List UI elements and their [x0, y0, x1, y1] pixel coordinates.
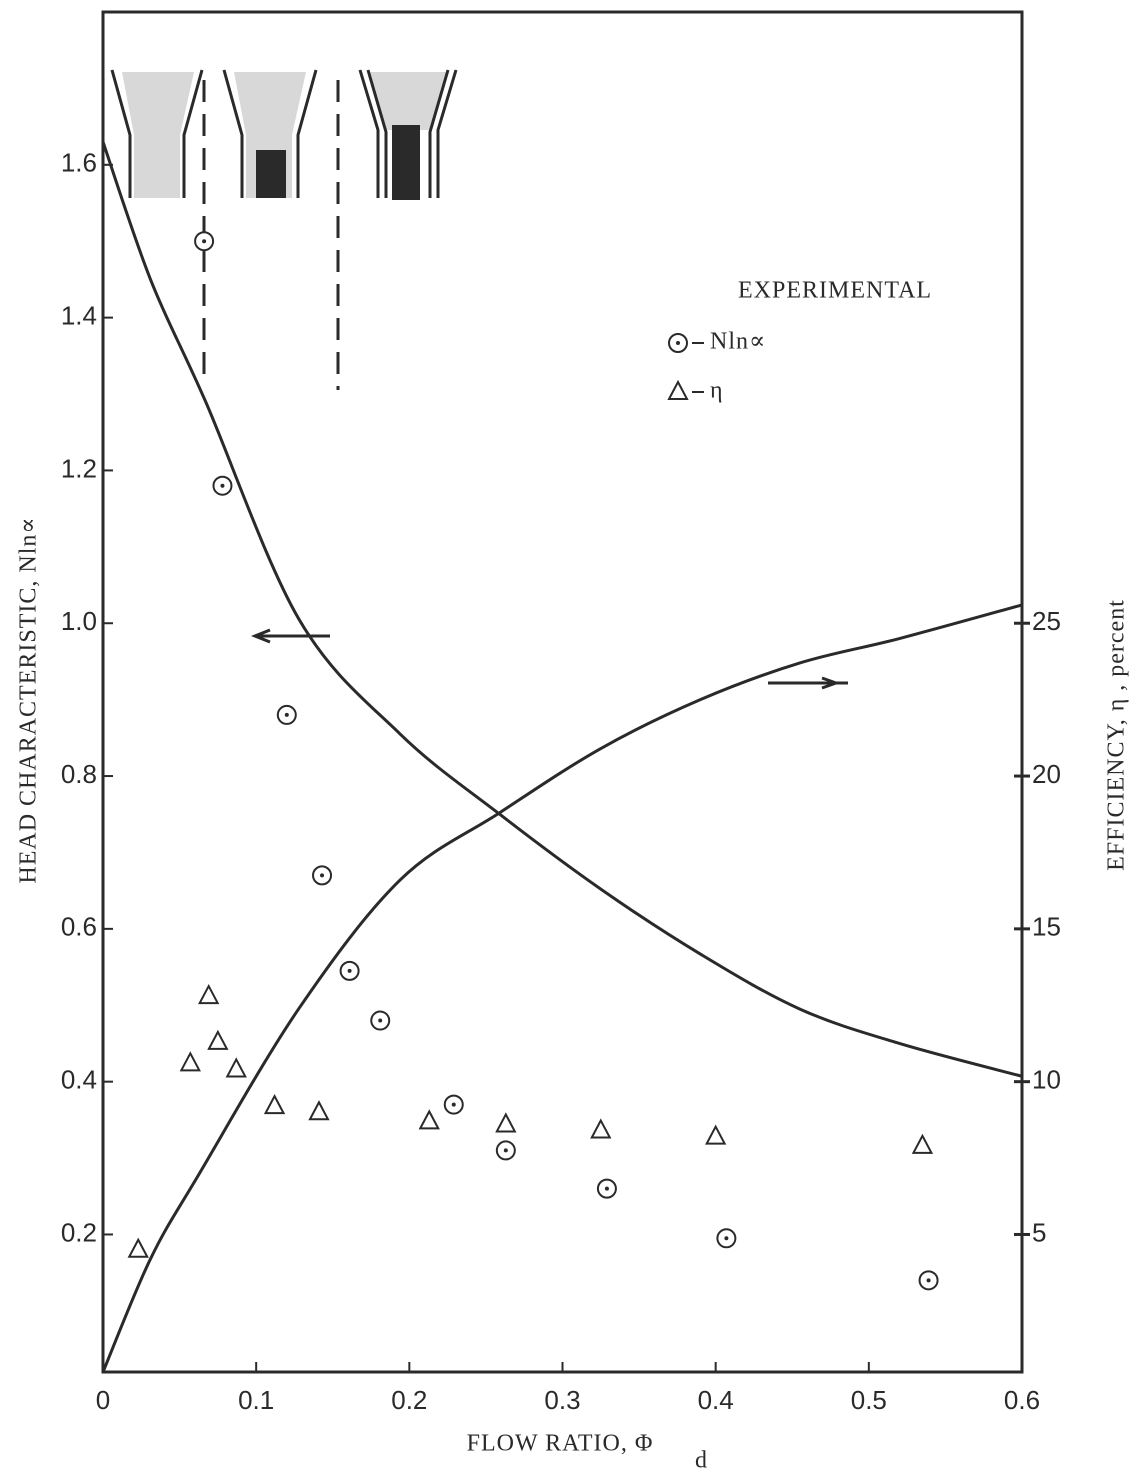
y2-tick-label: 20 — [1032, 759, 1061, 789]
data-point-dot — [927, 1278, 931, 1282]
x-tick-label: 0.1 — [238, 1385, 274, 1415]
x-tick-label: 0 — [96, 1385, 110, 1415]
x-tick-label: 0.5 — [851, 1385, 887, 1415]
curve — [103, 605, 1022, 1372]
data-point — [129, 1240, 147, 1257]
data-point — [310, 1102, 328, 1119]
y-tick-label: 1.4 — [61, 300, 97, 330]
data-point — [209, 1032, 227, 1049]
y-tick-label: 0.8 — [61, 759, 97, 789]
x-axis-label: FLOW RATIO, Φ — [467, 1431, 654, 1457]
data-point-dot — [285, 713, 289, 717]
y-tick-label: 0.4 — [61, 1065, 97, 1095]
legend-title: EXPERIMENTAL — [738, 278, 932, 304]
inset-sketches — [112, 70, 848, 688]
y-tick-label: 0.2 — [61, 1217, 97, 1247]
data-point — [181, 1053, 199, 1070]
y-tick-label: 1.6 — [61, 148, 97, 178]
x-tick-label: 0.6 — [1004, 1385, 1040, 1415]
data-point-dot — [220, 484, 224, 488]
y-tick-label: 1.0 — [61, 606, 97, 636]
data-point-dot — [378, 1019, 382, 1023]
data-point — [200, 986, 218, 1003]
y2-tick-label: 25 — [1032, 606, 1061, 636]
data-point-dot — [605, 1187, 609, 1191]
data-point — [497, 1114, 515, 1131]
plot-frame — [103, 12, 1022, 1372]
legend-marker-dot — [676, 341, 680, 345]
data-point-dot — [320, 873, 324, 877]
data-point — [266, 1096, 284, 1113]
y-axis-label: HEAD CHARACTERISTIC, Nln∝ — [16, 516, 42, 883]
y2-axis-label: EFFICIENCY, η , percent — [1104, 599, 1130, 871]
data-point-dot — [724, 1236, 728, 1240]
chart: EXPERIMENTAL Nln∝ η FLOW RATIO, Φ d HEAD… — [0, 0, 1138, 1477]
y2-tick-label: 5 — [1032, 1217, 1046, 1247]
data-point — [913, 1136, 931, 1153]
data-point-dot — [452, 1103, 456, 1107]
data-point — [707, 1127, 725, 1144]
x-tick-label: 0.2 — [391, 1385, 427, 1415]
data-point-dot — [348, 969, 352, 973]
x-tick-label: 0.3 — [544, 1385, 580, 1415]
x-tick-label: 0.4 — [698, 1385, 734, 1415]
legend-label: η — [710, 378, 724, 404]
y-tick-label: 0.6 — [61, 912, 97, 942]
data-point-dot — [504, 1148, 508, 1152]
data-point-dot — [202, 239, 206, 243]
y2-tick-label: 10 — [1032, 1065, 1061, 1095]
x-axis-label-subscript: d — [695, 1448, 708, 1474]
y2-tick-label: 15 — [1032, 912, 1061, 942]
y-tick-label: 1.2 — [61, 453, 97, 483]
legend-label: Nln∝ — [710, 329, 766, 355]
legend-marker — [669, 382, 687, 399]
data-point — [592, 1121, 610, 1138]
data-point — [227, 1059, 245, 1076]
data-point — [420, 1111, 438, 1128]
